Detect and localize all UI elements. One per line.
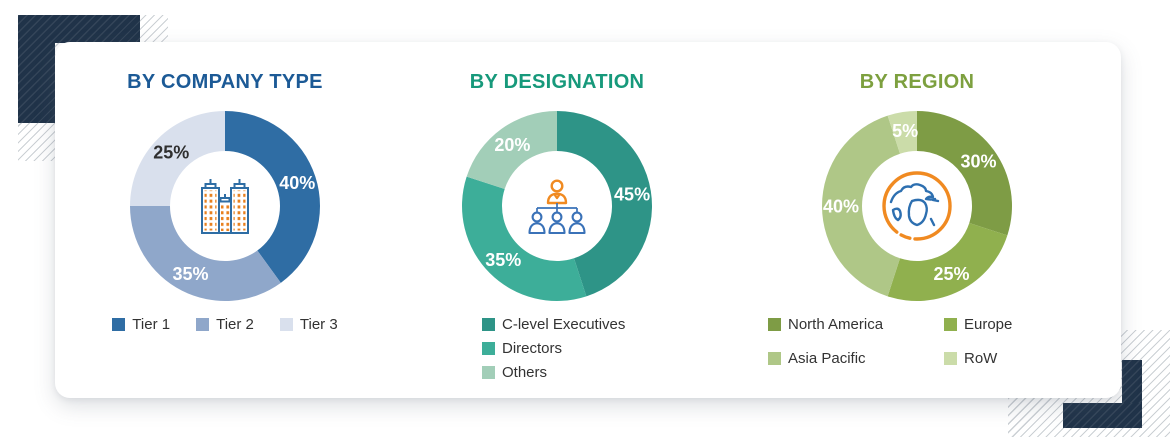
donut-slice bbox=[822, 115, 901, 297]
legend-item: North America bbox=[768, 316, 944, 333]
legend-item: Tier 3 bbox=[279, 316, 338, 333]
legend-swatch bbox=[768, 352, 781, 365]
slice-label: 40% bbox=[279, 173, 315, 193]
legend-swatch bbox=[944, 318, 957, 331]
donut-slice bbox=[130, 111, 225, 206]
legend-label: North America bbox=[788, 316, 884, 333]
legend-label: C-level Executives bbox=[502, 316, 626, 333]
donut-region: 30% 25% 40% 5% bbox=[811, 100, 1023, 312]
chart-title: BY DESIGNATION bbox=[469, 71, 645, 93]
slice-label: 25% bbox=[153, 143, 189, 163]
chart-company-type: BY COMPANY TYPE 40% 35% 25% bbox=[55, 70, 395, 333]
legend-swatch bbox=[944, 352, 957, 365]
legend-label: Tier 1 bbox=[132, 316, 171, 333]
panel-card: BY COMPANY TYPE 40% 35% 25% bbox=[55, 42, 1121, 398]
legend-swatch bbox=[768, 318, 781, 331]
chart-region: BY REGION 30% 25% 40% 5% bbox=[747, 70, 1087, 367]
legend-label: Asia Pacific bbox=[788, 350, 866, 367]
legend-label: Europe bbox=[964, 316, 1013, 333]
slice-label: 25% bbox=[933, 264, 969, 284]
legend-swatch bbox=[482, 366, 495, 379]
legend-company-type: Tier 1 Tier 2 Tier 3 bbox=[55, 316, 395, 333]
donut-slice bbox=[887, 111, 917, 154]
legend-swatch bbox=[482, 318, 495, 331]
chart-title: BY COMPANY TYPE bbox=[127, 71, 323, 93]
corner-accent-bottom-right bbox=[1063, 403, 1142, 428]
donut-designation: 45% 35% 20% bbox=[451, 100, 663, 312]
legend-item: Europe bbox=[944, 316, 1012, 333]
slice-label: 40% bbox=[823, 196, 859, 216]
legend-swatch bbox=[482, 342, 495, 355]
legend-item: C-level Executives bbox=[482, 316, 625, 333]
slice-label: 20% bbox=[494, 135, 530, 155]
legend-item: Tier 2 bbox=[196, 316, 254, 333]
slice-label: 30% bbox=[960, 152, 996, 172]
legend-label: RoW bbox=[964, 350, 998, 367]
donut-slice bbox=[917, 111, 1012, 236]
legend-label: Tier 3 bbox=[299, 316, 338, 333]
donut-slice bbox=[130, 206, 281, 301]
legend-label: Tier 2 bbox=[216, 316, 254, 333]
donut-slice bbox=[225, 111, 320, 283]
legend-label: Others bbox=[502, 364, 548, 381]
legend-item: Others bbox=[482, 364, 547, 381]
donut-company-type: 40% 35% 25% bbox=[119, 100, 331, 312]
legend-swatch bbox=[279, 318, 293, 331]
corner-accent-top-left bbox=[18, 15, 55, 123]
legend-designation: C-level Executives Directors Others bbox=[387, 316, 727, 381]
donut-slice bbox=[462, 176, 587, 301]
donut-slice bbox=[557, 111, 652, 297]
legend-label: Directors bbox=[502, 340, 563, 357]
chart-title: BY REGION bbox=[859, 71, 975, 93]
legend-item: Directors bbox=[482, 340, 562, 357]
donut-slice bbox=[466, 111, 557, 190]
donut-chart: 30% 25% 40% 5% bbox=[822, 111, 1012, 301]
slice-label: 45% bbox=[614, 184, 650, 204]
legend-item: RoW bbox=[944, 350, 1012, 367]
slice-label: 35% bbox=[485, 250, 521, 270]
donut-chart: 40% 35% 25% bbox=[130, 111, 320, 301]
legend-item: Asia Pacific bbox=[768, 350, 944, 367]
legend-swatch bbox=[112, 318, 126, 331]
legend-item: Tier 1 bbox=[112, 316, 170, 333]
chart-designation: BY DESIGNATION 45% 35% 20% bbox=[387, 70, 727, 381]
donut-chart: 45% 35% 20% bbox=[462, 111, 652, 301]
donut-slice bbox=[887, 222, 1008, 301]
slice-label: 35% bbox=[172, 264, 208, 284]
slice-label: 5% bbox=[892, 121, 918, 141]
legend-swatch bbox=[196, 318, 210, 331]
legend-region: North America Europe Asia Pacific RoW bbox=[747, 316, 1087, 367]
